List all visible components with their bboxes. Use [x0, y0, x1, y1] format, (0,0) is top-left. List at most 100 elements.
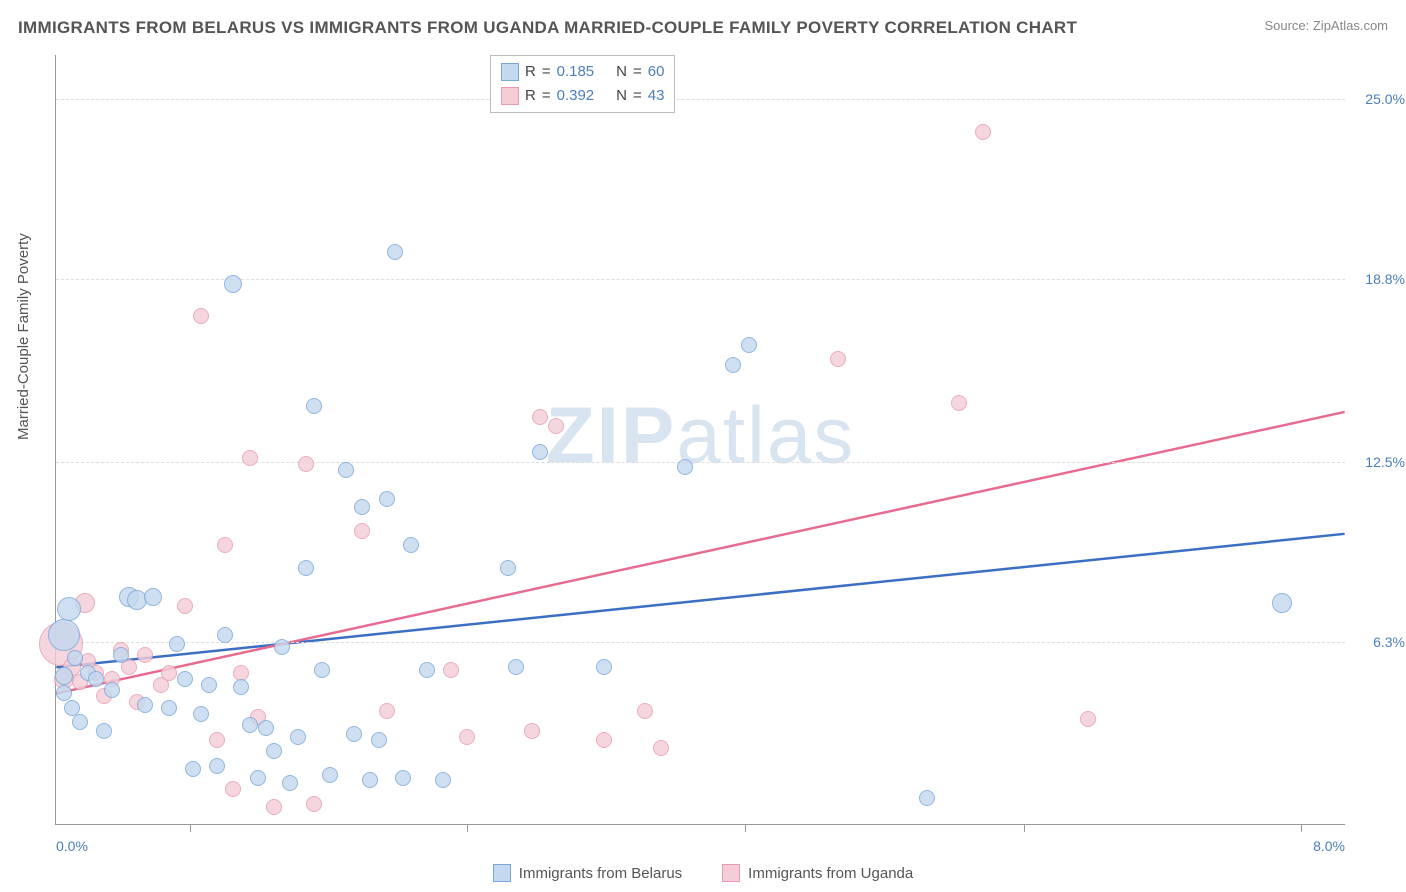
- data-point: [201, 677, 217, 693]
- data-point: [233, 679, 249, 695]
- data-point: [322, 767, 338, 783]
- x-tick: [190, 824, 191, 832]
- data-point: [290, 729, 306, 745]
- data-point: [242, 450, 258, 466]
- watermark: ZIPatlas: [546, 389, 855, 481]
- swatch-series-a: [501, 63, 519, 81]
- data-point: [96, 723, 112, 739]
- eq-label-b2: =: [633, 84, 642, 108]
- data-point: [532, 409, 548, 425]
- data-point: [725, 357, 741, 373]
- data-point: [548, 418, 564, 434]
- data-point: [379, 491, 395, 507]
- data-point: [532, 444, 548, 460]
- plot-area: ZIPatlas 0.0% 8.0% 6.3%12.5%18.8%25.0%: [55, 55, 1345, 825]
- data-point: [209, 758, 225, 774]
- data-point: [55, 667, 73, 685]
- n-value-b: 43: [648, 84, 665, 108]
- gridline: [56, 99, 1345, 100]
- data-point: [137, 697, 153, 713]
- chart-title: IMMIGRANTS FROM BELARUS VS IMMIGRANTS FR…: [18, 18, 1077, 38]
- data-point: [314, 662, 330, 678]
- data-point: [306, 796, 322, 812]
- data-point: [113, 647, 129, 663]
- y-tick-label: 6.3%: [1373, 634, 1405, 650]
- swatch-series-b: [501, 87, 519, 105]
- data-point: [346, 726, 362, 742]
- data-point: [225, 781, 241, 797]
- r-value-a: 0.185: [557, 60, 595, 84]
- data-point: [362, 772, 378, 788]
- data-point: [57, 597, 81, 621]
- data-point: [919, 790, 935, 806]
- swatch-b-icon: [722, 864, 740, 882]
- data-point: [395, 770, 411, 786]
- eq-label-b: =: [542, 84, 551, 108]
- data-point: [64, 700, 80, 716]
- watermark-light: atlas: [676, 390, 855, 479]
- y-axis-label: Married-Couple Family Poverty: [15, 233, 32, 440]
- data-point: [403, 537, 419, 553]
- data-point: [177, 671, 193, 687]
- r-value-b: 0.392: [557, 84, 595, 108]
- data-point: [209, 732, 225, 748]
- data-point: [354, 499, 370, 515]
- data-point: [596, 732, 612, 748]
- data-point: [137, 647, 153, 663]
- data-point: [72, 714, 88, 730]
- stats-legend: R = 0.185 N = 60 R = 0.392 N = 43: [490, 55, 675, 113]
- data-point: [274, 639, 290, 655]
- r-label: R: [525, 60, 536, 84]
- data-point: [144, 588, 162, 606]
- legend-item-a: Immigrants from Belarus: [493, 864, 682, 882]
- data-point: [161, 700, 177, 716]
- n-label: N: [616, 60, 627, 84]
- r-label-b: R: [525, 84, 536, 108]
- data-point: [419, 662, 435, 678]
- data-point: [387, 244, 403, 260]
- y-tick-label: 18.8%: [1365, 271, 1405, 287]
- data-point: [354, 523, 370, 539]
- legend-label-a: Immigrants from Belarus: [519, 865, 682, 882]
- data-point: [266, 743, 282, 759]
- data-point: [435, 772, 451, 788]
- legend-label-b: Immigrants from Uganda: [748, 865, 913, 882]
- data-point: [371, 732, 387, 748]
- data-point: [306, 398, 322, 414]
- data-point: [741, 337, 757, 353]
- data-point: [1272, 593, 1292, 613]
- data-point: [653, 740, 669, 756]
- data-point: [250, 770, 266, 786]
- data-point: [242, 717, 258, 733]
- x-axis-min-label: 0.0%: [56, 838, 88, 854]
- x-tick: [467, 824, 468, 832]
- data-point: [193, 706, 209, 722]
- y-tick-label: 12.5%: [1365, 454, 1405, 470]
- data-point: [185, 761, 201, 777]
- data-point: [379, 703, 395, 719]
- gridline: [56, 642, 1345, 643]
- data-point: [169, 636, 185, 652]
- data-point: [508, 659, 524, 675]
- swatch-a-icon: [493, 864, 511, 882]
- gridline: [56, 279, 1345, 280]
- data-point: [637, 703, 653, 719]
- data-point: [443, 662, 459, 678]
- data-point: [975, 124, 991, 140]
- data-point: [459, 729, 475, 745]
- data-point: [298, 560, 314, 576]
- data-point: [104, 682, 120, 698]
- data-point: [177, 598, 193, 614]
- data-point: [224, 275, 242, 293]
- data-point: [56, 685, 72, 701]
- x-axis-max-label: 8.0%: [1313, 838, 1345, 854]
- data-point: [677, 459, 693, 475]
- stats-row-b: R = 0.392 N = 43: [501, 84, 664, 108]
- data-point: [266, 799, 282, 815]
- trend-lines: [56, 55, 1345, 824]
- header: IMMIGRANTS FROM BELARUS VS IMMIGRANTS FR…: [18, 18, 1388, 38]
- x-tick: [1024, 824, 1025, 832]
- data-point: [500, 560, 516, 576]
- source-label: Source: ZipAtlas.com: [1264, 18, 1388, 33]
- n-value-a: 60: [648, 60, 665, 84]
